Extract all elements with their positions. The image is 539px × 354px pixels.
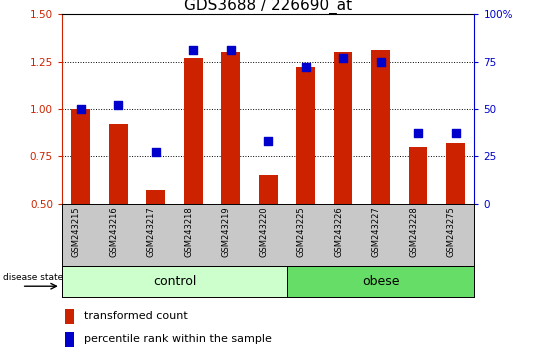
Text: GSM243275: GSM243275 <box>447 207 455 257</box>
Text: control: control <box>153 275 196 288</box>
Text: GSM243226: GSM243226 <box>334 207 343 257</box>
Bar <box>71 109 90 204</box>
Text: obese: obese <box>362 275 399 288</box>
Text: GSM243217: GSM243217 <box>147 207 156 257</box>
Text: transformed count: transformed count <box>84 312 188 321</box>
Bar <box>65 309 74 324</box>
Text: GSM243218: GSM243218 <box>184 207 193 257</box>
Bar <box>259 175 278 204</box>
Text: GSM243227: GSM243227 <box>371 207 381 257</box>
Point <box>301 64 310 70</box>
Point <box>114 102 122 108</box>
Point <box>451 131 460 136</box>
Point <box>151 150 160 155</box>
Point <box>376 59 385 64</box>
Text: GSM243228: GSM243228 <box>409 207 418 257</box>
Bar <box>446 143 465 204</box>
Bar <box>146 190 165 204</box>
Bar <box>409 147 427 204</box>
Bar <box>62 266 287 297</box>
Text: disease state: disease state <box>3 273 64 282</box>
Bar <box>65 332 74 347</box>
Bar <box>371 50 390 204</box>
Title: GDS3688 / 226690_at: GDS3688 / 226690_at <box>184 0 352 14</box>
Text: percentile rank within the sample: percentile rank within the sample <box>84 335 272 344</box>
Point <box>264 138 273 144</box>
Bar <box>184 58 203 204</box>
Bar <box>109 124 128 204</box>
Point <box>226 47 235 53</box>
Point <box>189 47 197 53</box>
Point <box>339 55 348 61</box>
Text: GSM243219: GSM243219 <box>222 207 231 257</box>
Bar <box>287 266 474 297</box>
Bar <box>296 67 315 204</box>
Text: GSM243225: GSM243225 <box>296 207 306 257</box>
Point <box>414 131 423 136</box>
Text: GSM243216: GSM243216 <box>109 207 118 257</box>
Bar <box>222 52 240 204</box>
Bar <box>334 52 353 204</box>
Point <box>77 106 85 112</box>
Text: GSM243220: GSM243220 <box>259 207 268 257</box>
Text: GSM243215: GSM243215 <box>72 207 81 257</box>
